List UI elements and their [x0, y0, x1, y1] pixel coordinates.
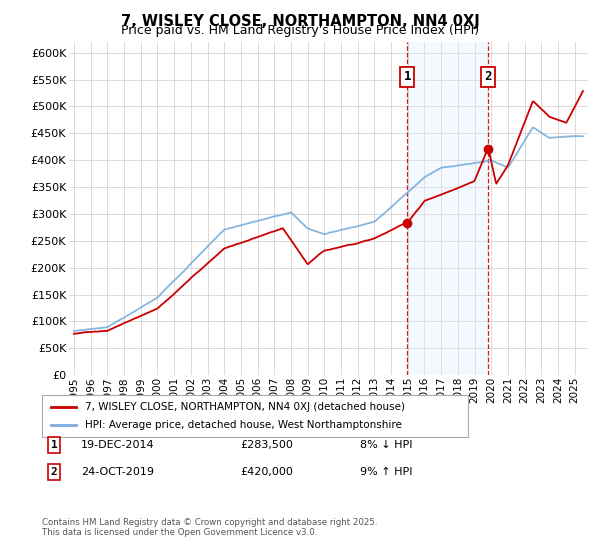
- Text: 7, WISLEY CLOSE, NORTHAMPTON, NN4 0XJ: 7, WISLEY CLOSE, NORTHAMPTON, NN4 0XJ: [121, 14, 479, 29]
- Text: 24-OCT-2019: 24-OCT-2019: [81, 467, 154, 477]
- Text: Contains HM Land Registry data © Crown copyright and database right 2025.
This d: Contains HM Land Registry data © Crown c…: [42, 518, 377, 538]
- Text: 2: 2: [50, 467, 58, 477]
- Text: 9% ↑ HPI: 9% ↑ HPI: [360, 467, 413, 477]
- Text: £420,000: £420,000: [240, 467, 293, 477]
- Text: 2: 2: [484, 71, 492, 83]
- Bar: [407, 42, 488, 375]
- Text: 8% ↓ HPI: 8% ↓ HPI: [360, 440, 413, 450]
- Text: £283,500: £283,500: [240, 440, 293, 450]
- Text: HPI: Average price, detached house, West Northamptonshire: HPI: Average price, detached house, West…: [85, 420, 401, 430]
- Text: 1: 1: [50, 440, 58, 450]
- Text: 7, WISLEY CLOSE, NORTHAMPTON, NN4 0XJ (detached house): 7, WISLEY CLOSE, NORTHAMPTON, NN4 0XJ (d…: [85, 402, 404, 412]
- Text: Price paid vs. HM Land Registry's House Price Index (HPI): Price paid vs. HM Land Registry's House …: [121, 24, 479, 37]
- Text: 19-DEC-2014: 19-DEC-2014: [81, 440, 155, 450]
- Text: 1: 1: [404, 71, 411, 83]
